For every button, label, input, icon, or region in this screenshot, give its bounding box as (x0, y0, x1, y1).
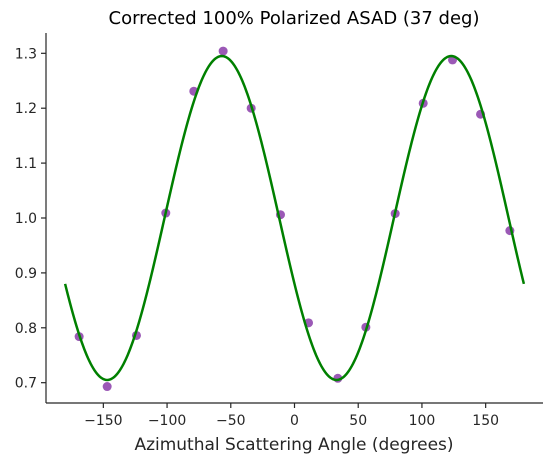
y-tick-label: 1.0 (15, 211, 37, 227)
x-tick-label: −150 (84, 413, 122, 429)
x-tick-label: −100 (148, 413, 186, 429)
y-tick-label: 1.2 (15, 101, 37, 117)
chart-title: Corrected 100% Polarized ASAD (37 deg) (109, 8, 480, 29)
x-tick-label: 50 (349, 413, 367, 429)
x-axis-ticks: −150 −100 −50 0 50 100 150 (84, 403, 499, 429)
y-tick-label: 0.9 (15, 266, 37, 282)
x-tick-label: 0 (290, 413, 299, 429)
x-axis-title: Azimuthal Scattering Angle (degrees) (134, 435, 453, 455)
y-tick-label: 0.7 (15, 376, 37, 392)
data-point (218, 46, 228, 56)
data-point (102, 382, 112, 392)
y-tick-label: 1.1 (15, 156, 37, 172)
plot-area (63, 46, 526, 392)
x-tick-label: 100 (409, 413, 436, 429)
y-tick-label: 1.3 (15, 46, 37, 62)
fit-curve (63, 54, 526, 382)
x-tick-label: 150 (472, 413, 499, 429)
y-tick-label: 0.8 (15, 321, 37, 337)
x-tick-label: −50 (216, 413, 246, 429)
y-axis-ticks: 0.7 0.8 0.9 1.0 1.1 1.2 1.3 (15, 46, 46, 392)
